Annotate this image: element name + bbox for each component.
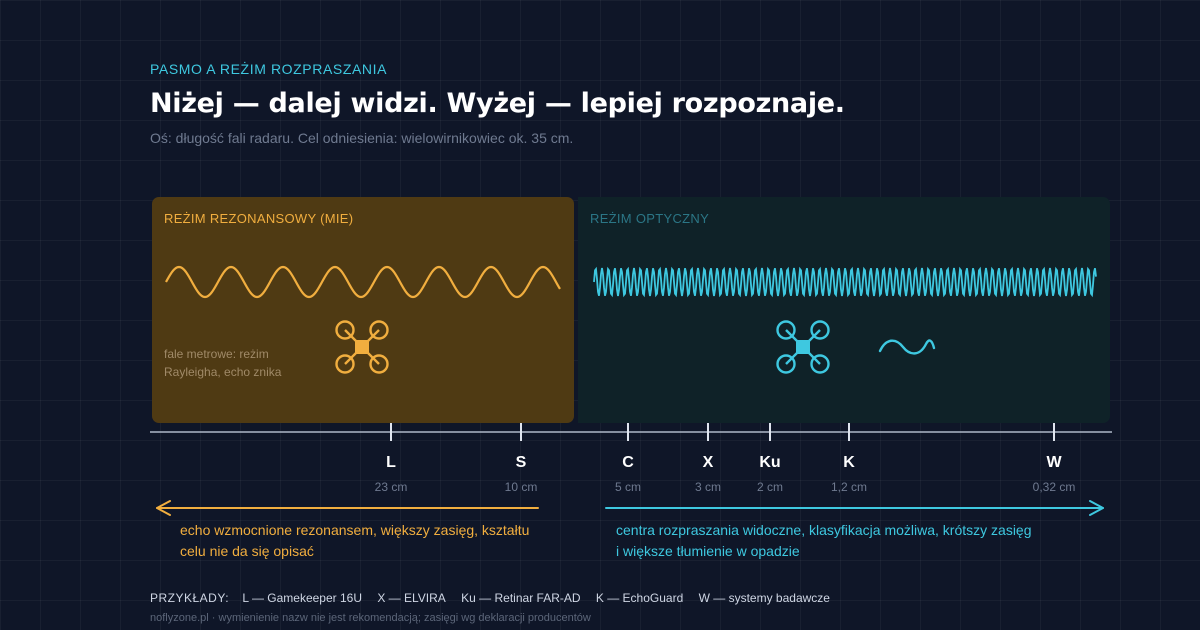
example-item: Ku — Retinar FAR-AD: [461, 591, 581, 605]
arrow-right: [605, 500, 1104, 516]
example-item: W — systemy badawcze: [698, 591, 830, 605]
quadcopter-icon: [776, 320, 830, 374]
band-letter: S: [515, 454, 527, 471]
band-letter: W: [1046, 454, 1062, 471]
long-wave: [165, 265, 561, 299]
footer-site[interactable]: noflyzone.pl: [150, 612, 209, 624]
band-letter: X: [702, 454, 714, 471]
band-wavelength: 0,32 cm: [1032, 480, 1076, 494]
footer-separator: ·: [211, 612, 216, 624]
band-letter: Ku: [759, 454, 781, 471]
optical-regime-label: REŻIM OPTYCZNY: [590, 211, 710, 226]
band-letter: C: [622, 454, 634, 471]
example-item: L — Gamekeeper 16U: [242, 591, 362, 605]
example-item: X — ELVIRA: [377, 591, 446, 605]
resonant-caption: echo wzmocnione rezonansem, większy zasi…: [180, 522, 530, 559]
band-wavelength: 23 cm: [374, 480, 408, 494]
band-wavelength: 3 cm: [694, 480, 721, 494]
page-subtitle: Oś: długość fali radaru. Cel odniesienia…: [150, 130, 574, 146]
resonant-regime-note: fale metrowe: reżim Rayleigha, echo znik…: [164, 347, 282, 379]
example-item: K — EchoGuard: [595, 591, 684, 605]
examples-row: PRZYKŁADY: L — Gamekeeper 16U X — ELVIRA…: [150, 591, 842, 605]
optical-regime-panel: REŻIM OPTYCZNY: [578, 197, 1110, 423]
footer-disclaimer: wymienienie nazw nie jest rekomendacją; …: [218, 612, 591, 624]
band-wavelength: 10 cm: [504, 480, 538, 494]
band-letter: K: [843, 454, 855, 471]
examples-label: PRZYKŁADY:: [150, 591, 230, 605]
axis-ticks: [390, 423, 1055, 441]
resonant-regime-label: REŻIM REZONANSOWY (MIE): [164, 211, 354, 226]
short-wave: [593, 266, 1097, 298]
band-letter: L: [386, 454, 396, 471]
eyebrow: PASMO A REŻIM ROZPRASZANIA: [150, 61, 388, 77]
resonant-regime-panel: REŻIM REZONANSOWY (MIE) fale metrowe: re…: [152, 197, 574, 423]
footer: noflyzone.pl · wymienienie nazw nie jest…: [150, 612, 591, 624]
page-title: Niżej — dalej widzi. Wyżej — lepiej rozp…: [150, 88, 845, 119]
band-wavelength: 2 cm: [756, 480, 783, 494]
wave-icon: [878, 339, 936, 355]
band-wavelength: 5 cm: [614, 480, 641, 494]
band-wavelength: 1,2 cm: [830, 480, 867, 494]
quadcopter-icon: [335, 320, 389, 374]
optical-caption: centra rozpraszania widoczne, klasyfikac…: [616, 522, 1032, 559]
arrow-left: [156, 500, 539, 516]
